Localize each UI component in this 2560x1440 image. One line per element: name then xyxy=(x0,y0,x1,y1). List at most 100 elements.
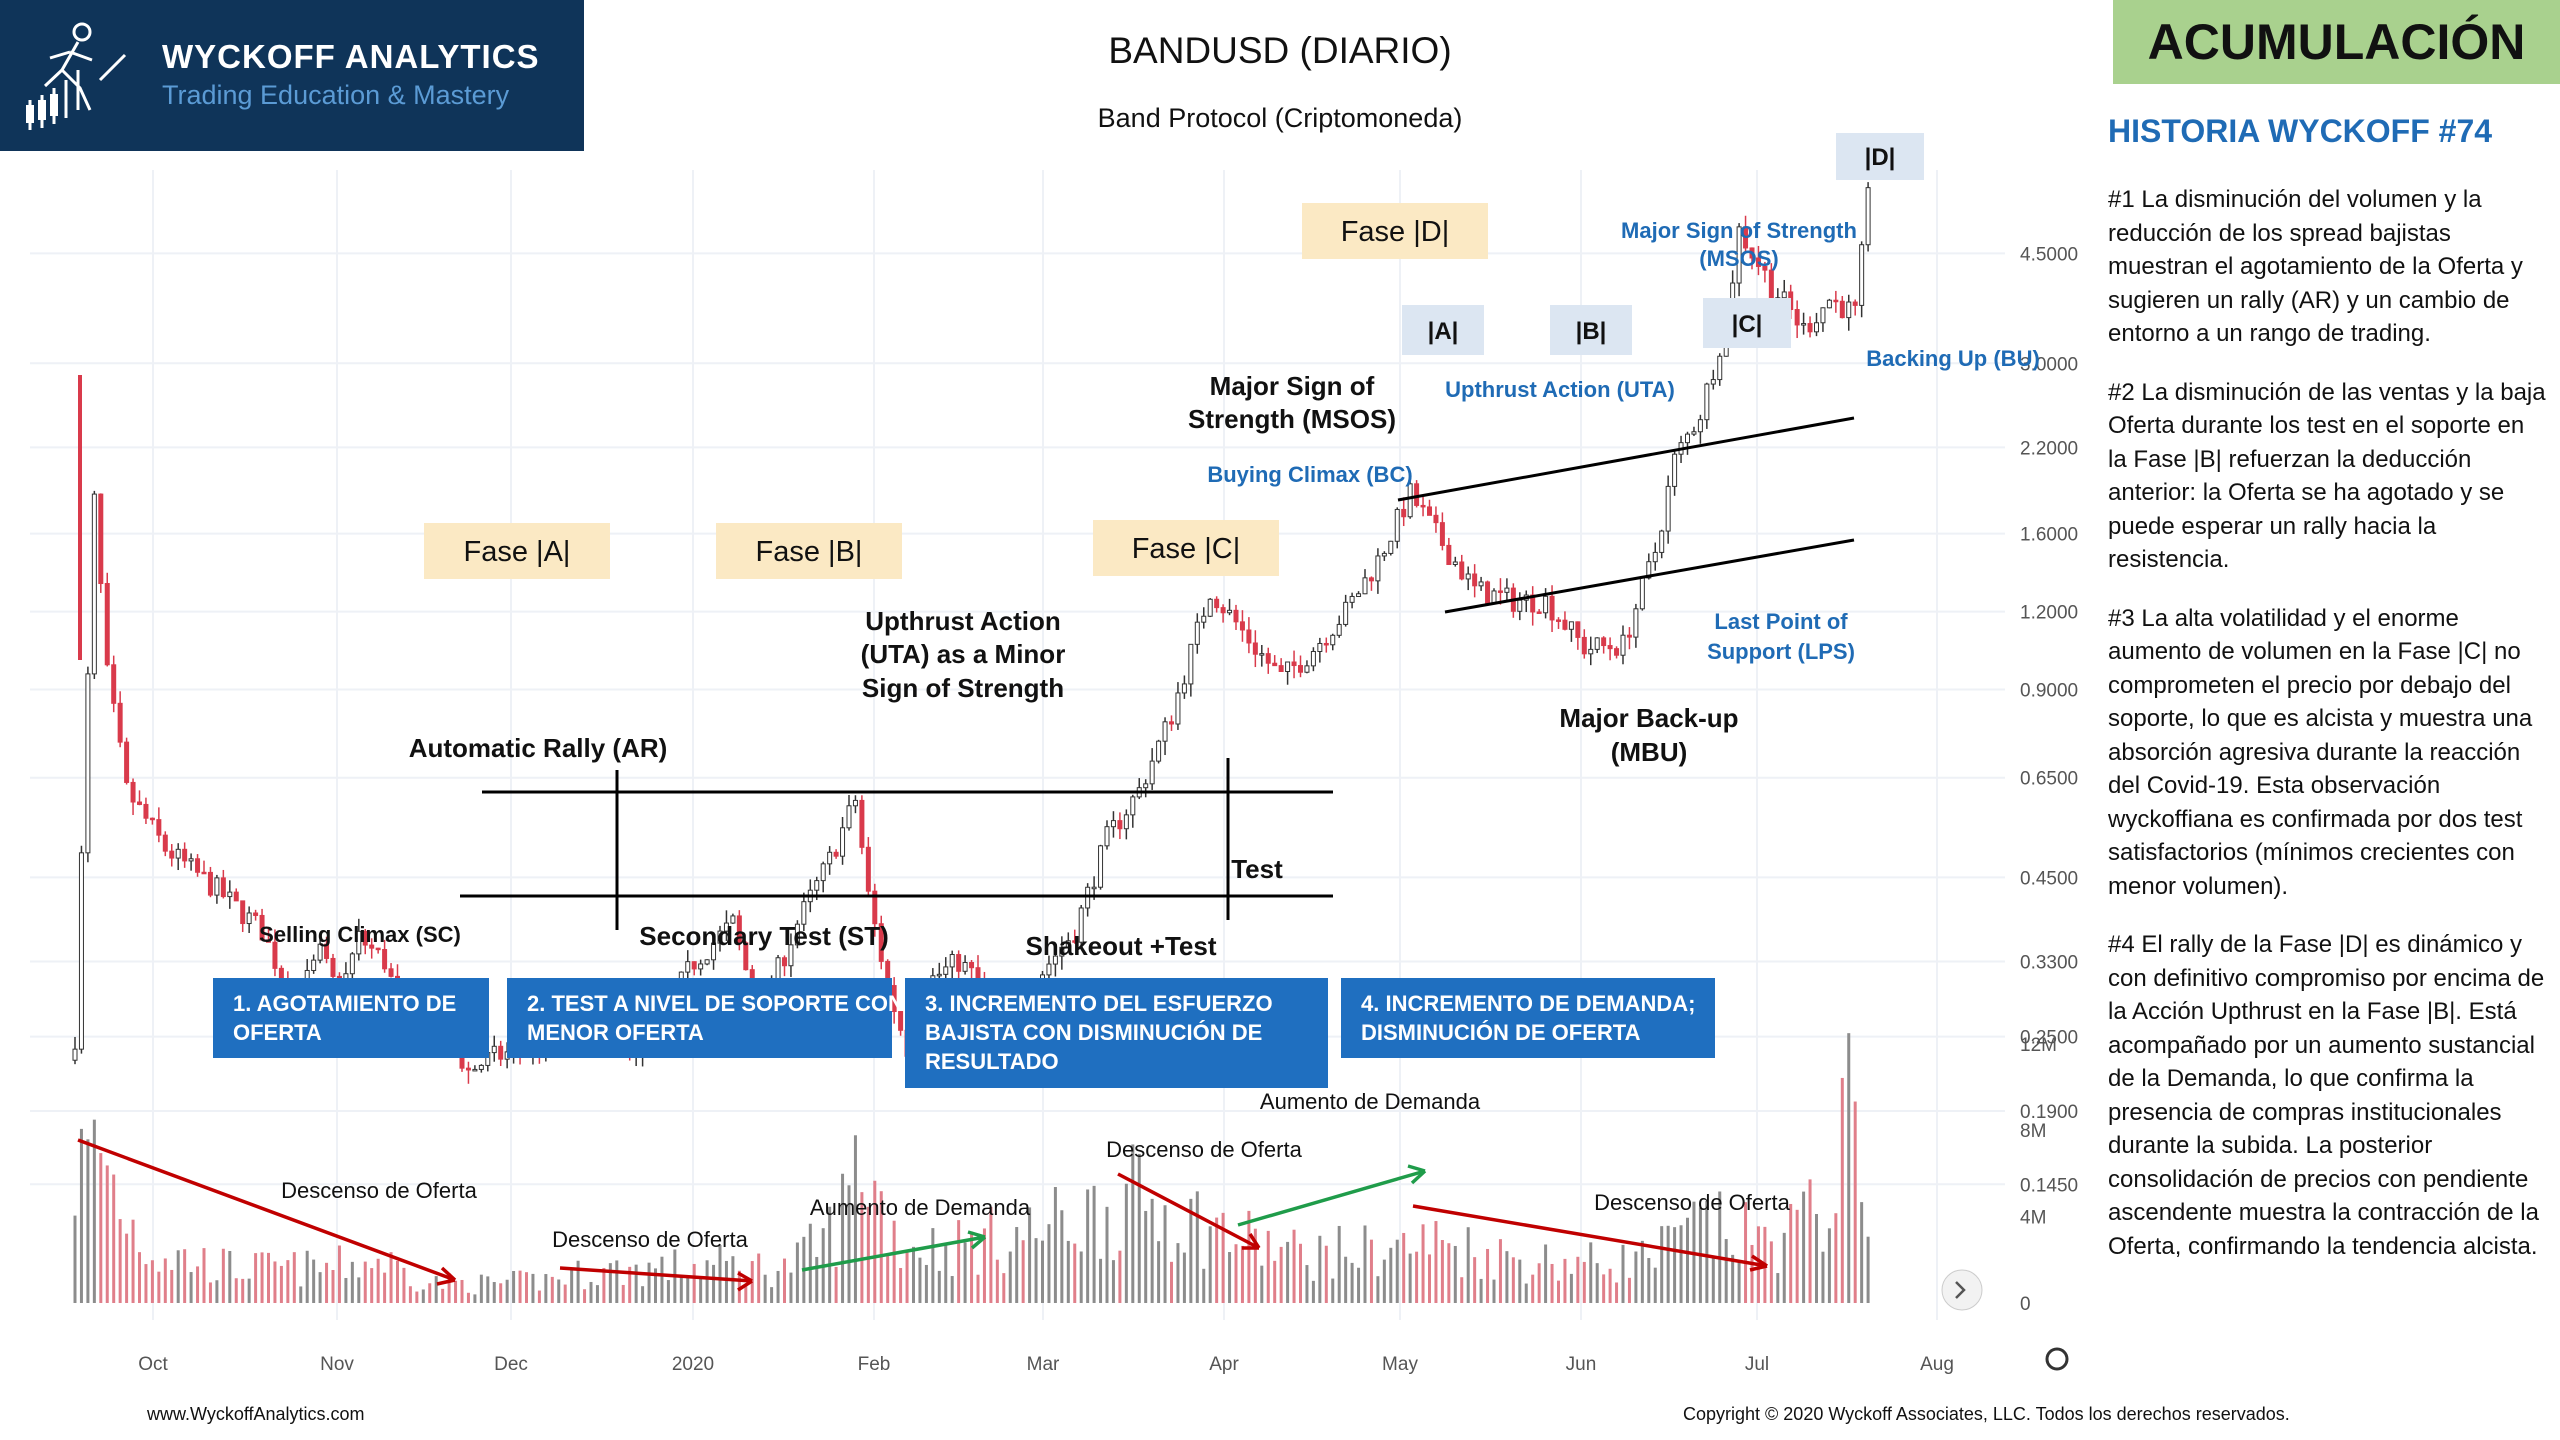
volume-bar xyxy=(1195,1191,1199,1303)
candle xyxy=(1833,290,1839,313)
volume-bar xyxy=(724,1260,728,1303)
volume-bar xyxy=(221,1248,225,1303)
chart-annotation: Descenso de Oferta xyxy=(1594,1190,1790,1215)
volume-bar xyxy=(1002,1273,1006,1303)
candle xyxy=(1381,551,1387,561)
volume-bar xyxy=(1408,1253,1412,1303)
volume-bar xyxy=(202,1248,206,1303)
candle xyxy=(1336,615,1342,638)
volume-bar xyxy=(1389,1247,1393,1303)
volume-bar xyxy=(1421,1224,1425,1303)
candle xyxy=(491,1035,497,1062)
candle xyxy=(698,959,704,976)
volume-bar xyxy=(1627,1277,1631,1303)
candle xyxy=(1343,594,1349,627)
candle xyxy=(1259,644,1265,667)
volume-bar xyxy=(1189,1198,1193,1303)
candle xyxy=(149,817,155,825)
volume-bar xyxy=(924,1264,928,1303)
volume-bar xyxy=(1286,1241,1290,1303)
volume-bar xyxy=(550,1276,554,1303)
volume-bar xyxy=(357,1277,361,1303)
volume-bar xyxy=(583,1289,587,1303)
candle xyxy=(840,817,846,865)
arrow-aumento-1 xyxy=(801,1235,986,1272)
candle xyxy=(1665,475,1671,544)
volume-bar xyxy=(815,1256,819,1303)
volume-bar xyxy=(1402,1232,1406,1303)
candle xyxy=(1394,507,1400,549)
candle xyxy=(1491,588,1497,605)
volume-bar xyxy=(576,1260,580,1303)
volume-bar xyxy=(1679,1225,1683,1303)
chart-annotation: Secondary Test (ST) xyxy=(639,921,888,951)
candle xyxy=(1156,739,1162,764)
candle xyxy=(78,845,84,1054)
chart-annotation: Aumento de Demanda xyxy=(810,1195,1031,1220)
volume-bar xyxy=(389,1252,393,1303)
candle xyxy=(1755,245,1761,276)
volume-bar xyxy=(163,1258,167,1303)
candle xyxy=(801,892,807,932)
candle xyxy=(478,1064,484,1073)
chart-annotation: Major Sign of Strength xyxy=(1621,218,1857,243)
volume-bar xyxy=(602,1267,606,1303)
label-box-text: |C| xyxy=(1732,311,1763,338)
volume-bar xyxy=(1808,1179,1812,1303)
volume-bar xyxy=(460,1279,464,1303)
volume-bar xyxy=(712,1264,716,1303)
phase-a-label xyxy=(424,523,610,579)
volume-bar xyxy=(1666,1225,1670,1303)
chart-annotation: Shakeout +Test xyxy=(1026,931,1217,961)
volume-bar xyxy=(292,1252,296,1303)
volume-bar xyxy=(1247,1210,1251,1303)
candle xyxy=(1743,215,1749,254)
volume-bar xyxy=(1066,1240,1070,1303)
candle xyxy=(1691,426,1697,437)
volume-bar xyxy=(1111,1260,1115,1303)
volume-bar xyxy=(1647,1258,1651,1303)
candle xyxy=(1349,592,1355,609)
candle xyxy=(246,906,252,934)
volume-bar xyxy=(1802,1191,1806,1303)
chart-annotation: Sign of Strength xyxy=(862,673,1064,703)
candle xyxy=(1046,955,1052,982)
volume-bar xyxy=(950,1276,954,1303)
candle xyxy=(1323,637,1329,653)
candle xyxy=(1110,811,1116,838)
volume-bar xyxy=(1131,1144,1135,1303)
candle xyxy=(195,854,201,877)
volume-bar xyxy=(1744,1202,1748,1303)
volume-bar xyxy=(1550,1263,1554,1303)
chart-subtitle: Band Protocol (Criptomoneda) xyxy=(1097,103,1463,133)
panel-4 xyxy=(1341,978,1715,1058)
volume-bar xyxy=(1279,1246,1283,1303)
story-paragraph-1: #1 La disminución del volumen y la reduc… xyxy=(2108,186,2523,347)
volume-bar xyxy=(1260,1265,1264,1303)
volume-bar xyxy=(1673,1227,1677,1303)
volume-bar xyxy=(608,1263,612,1303)
volume-bar xyxy=(1518,1259,1522,1303)
candle xyxy=(1801,312,1807,335)
candle xyxy=(1717,353,1723,386)
volume-bar xyxy=(1582,1261,1586,1303)
volume-bar xyxy=(1273,1260,1277,1303)
chart-annotation: (UTA) as a Minor xyxy=(861,639,1066,669)
volume-bar xyxy=(1369,1239,1373,1303)
volume-bar xyxy=(1382,1259,1386,1303)
volume-bar xyxy=(1479,1278,1483,1303)
volume-tick-label: 0 xyxy=(2020,1294,2031,1315)
volume-bar xyxy=(1079,1251,1083,1303)
volume-bar xyxy=(279,1265,283,1303)
candle xyxy=(201,860,207,875)
candle xyxy=(1768,263,1774,299)
candle xyxy=(272,929,278,977)
candle xyxy=(214,874,220,904)
volume-bar xyxy=(795,1242,799,1303)
candle xyxy=(1169,715,1174,731)
scroll-right-button[interactable] xyxy=(1941,1269,1983,1311)
volume-bar xyxy=(647,1262,651,1303)
candle xyxy=(956,950,962,984)
candle xyxy=(104,572,110,667)
channel-bottom-line xyxy=(1444,538,1855,614)
